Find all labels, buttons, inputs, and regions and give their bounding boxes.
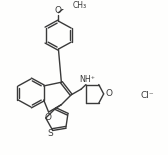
Text: O: O xyxy=(44,113,51,122)
Text: O: O xyxy=(55,6,62,15)
Text: O: O xyxy=(105,89,112,98)
Text: CH₃: CH₃ xyxy=(72,1,86,10)
Text: S: S xyxy=(47,129,53,138)
Text: NH⁺: NH⁺ xyxy=(79,75,95,84)
Text: Cl⁻: Cl⁻ xyxy=(140,91,154,100)
